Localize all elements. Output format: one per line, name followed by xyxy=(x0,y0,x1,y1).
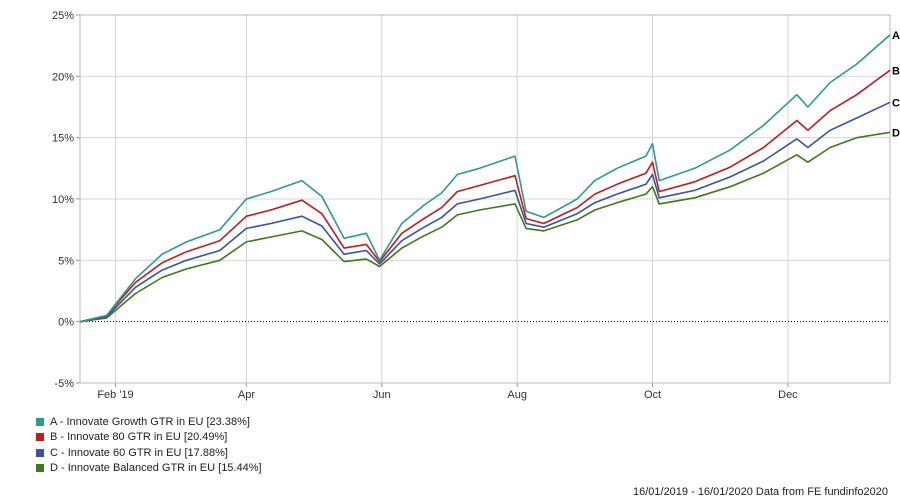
series-line-a xyxy=(79,34,891,323)
legend-swatch-d xyxy=(36,464,44,473)
legend-item-d: D - Innovate Balanced GTR in EU [15.44%] xyxy=(36,461,262,477)
y-tick-label: 0% xyxy=(58,317,74,329)
y-tick-label: 25% xyxy=(52,10,74,22)
series-line-c xyxy=(79,101,891,323)
y-tick-label: 5% xyxy=(58,255,74,267)
series-end-label-c: C xyxy=(892,97,900,109)
legend: A - Innovate Growth GTR in EU [23.38%] B… xyxy=(36,414,262,476)
y-axis-ticks: -5% 0% 5% 10% 15% 20% 25% xyxy=(52,10,80,390)
y-tick-label: 20% xyxy=(52,71,74,83)
y-tick-label: -5% xyxy=(54,378,74,390)
legend-label-d: D - Innovate Balanced GTR in EU [15.44%] xyxy=(50,462,262,475)
x-tick-label: Apr xyxy=(238,389,255,401)
legend-label-a: A - Innovate Growth GTR in EU [23.38%] xyxy=(50,415,250,428)
legend-label-b: B - Innovate 80 GTR in EU [20.49%] xyxy=(50,431,228,444)
x-axis-ticks: Feb '19 Apr Jun Aug Oct Dec xyxy=(97,383,798,401)
series-end-label-d: D xyxy=(892,127,900,139)
series-end-label-a: A xyxy=(892,30,900,42)
grid-lines xyxy=(80,14,890,384)
date-range-footer: 16/01/2019 - 16/01/2020 Data from FE fun… xyxy=(632,486,888,498)
legend-swatch-a xyxy=(36,417,44,426)
y-tick-label: 15% xyxy=(52,133,74,145)
plot-frame xyxy=(79,14,891,384)
legend-item-a: A - Innovate Growth GTR in EU [23.38%] xyxy=(36,414,262,430)
x-tick-label: Oct xyxy=(644,389,661,401)
y-tick-label: 10% xyxy=(52,194,74,206)
series-end-label-b: B xyxy=(892,65,900,77)
x-tick-label: Feb '19 xyxy=(97,389,133,401)
x-tick-label: Dec xyxy=(778,389,798,401)
series-layer xyxy=(79,34,891,323)
legend-swatch-b xyxy=(36,433,44,442)
series-line-b xyxy=(79,69,891,323)
x-tick-label: Aug xyxy=(507,389,527,401)
legend-item-c: C - Innovate 60 GTR in EU [17.88%] xyxy=(36,445,262,461)
legend-label-c: C - Innovate 60 GTR in EU [17.88%] xyxy=(50,446,228,459)
series-end-labels: A B C D xyxy=(892,30,900,139)
series-line-d xyxy=(79,131,891,323)
legend-item-b: B - Innovate 80 GTR in EU [20.49%] xyxy=(36,430,262,446)
legend-swatch-c xyxy=(36,448,44,457)
x-tick-label: Jun xyxy=(373,389,391,401)
